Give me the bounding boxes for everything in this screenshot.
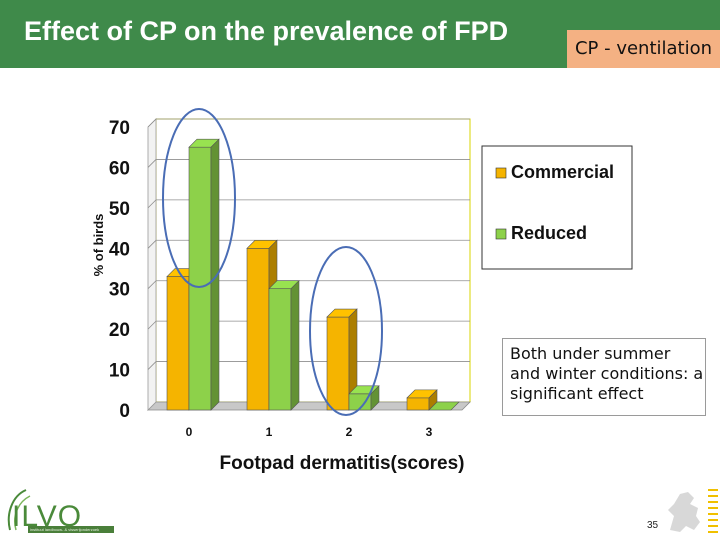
slide-title: Effect of CP on the prevalence of FPD — [24, 16, 509, 46]
legend-box — [481, 145, 633, 270]
legend-swatch-commercial — [495, 167, 507, 179]
bar-commercial-1 — [246, 247, 270, 411]
y-tick-label: 20 — [109, 320, 130, 341]
legend-label-reduced: Reduced — [511, 223, 587, 243]
y-axis-title: % of birds — [91, 214, 106, 277]
grid-line — [147, 118, 470, 128]
legend-label-commercial: Commercial — [511, 162, 614, 182]
grid-line — [147, 361, 470, 370]
conclusion-note: Both under summer and winter conditions:… — [502, 338, 706, 416]
y-tick-label: 30 — [109, 280, 130, 301]
grid-line — [147, 199, 470, 209]
legend-swatch-reduced — [495, 228, 507, 240]
y-tick-label: 10 — [109, 361, 130, 382]
x-tick-label: 2 — [346, 425, 353, 439]
bar-commercial-2 — [326, 316, 350, 411]
plot-side-wall — [147, 118, 157, 411]
x-axis-title: Footpad dermatitis(scores) — [220, 453, 465, 474]
logo-subtitle: instituut landbouw- & visserijonderzoek — [28, 526, 114, 533]
bar-reduced-3 — [428, 401, 460, 411]
bar-side — [290, 279, 300, 411]
y-tick-label: 0 — [119, 401, 130, 422]
page-number: 35 — [647, 520, 659, 531]
grid-line — [147, 320, 470, 330]
x-tick-label: 3 — [426, 425, 433, 439]
highlight-ellipse-score-0 — [162, 108, 236, 288]
grid-line — [147, 159, 470, 168]
ilvo-logo-icon — [7, 489, 31, 531]
y-tick-label: 40 — [109, 239, 130, 260]
section-tag: CP - ventilation — [567, 30, 720, 68]
bar-commercial-3 — [406, 397, 430, 411]
flemish-lion-icon — [668, 489, 718, 533]
x-tick-label: 0 — [186, 425, 193, 439]
bar-side — [370, 385, 380, 411]
grid-line — [147, 239, 470, 249]
x-tick-label: 1 — [266, 425, 273, 439]
y-tick-label: 50 — [109, 199, 130, 220]
bar-side — [210, 138, 220, 411]
bar-reduced-0 — [188, 146, 212, 411]
bar-commercial-0 — [166, 276, 190, 411]
y-tick-label: 60 — [109, 158, 130, 179]
bar-reduced-1 — [268, 288, 292, 411]
highlight-ellipse-score-2 — [309, 246, 383, 416]
y-tick-label: 70 — [109, 118, 130, 139]
grid-line — [147, 280, 470, 289]
